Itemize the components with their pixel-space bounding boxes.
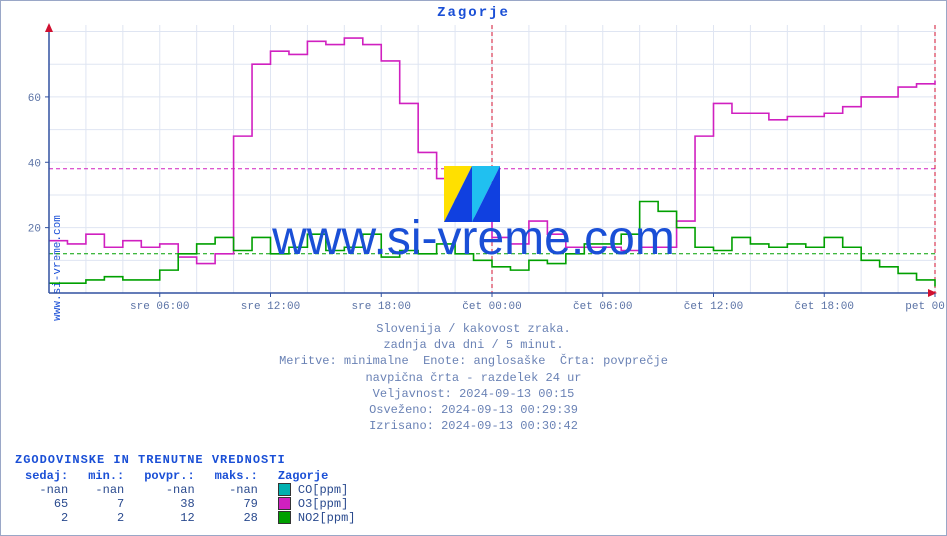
- series-swatch-icon: [278, 511, 291, 524]
- history-col-header: povpr.:: [134, 469, 204, 483]
- series-label: O3[ppm]: [294, 497, 366, 511]
- chart-title: Zagorje: [1, 5, 946, 21]
- svg-text:čet 12:00: čet 12:00: [684, 301, 743, 313]
- history-col-header: Zagorje: [268, 469, 366, 483]
- chart-frame: www.si-vreme.com Zagorje 204060sre 06:00…: [0, 0, 947, 536]
- table-cell: 2: [78, 511, 134, 525]
- table-cell: -nan: [78, 483, 134, 497]
- series-swatch-cell: [268, 511, 294, 525]
- table-cell: 12: [134, 511, 204, 525]
- table-row: 221228NO2[ppm]: [15, 511, 365, 525]
- history-col-header: sedaj:: [15, 469, 78, 483]
- svg-text:čet 06:00: čet 06:00: [573, 301, 632, 313]
- series-swatch-icon: [278, 483, 291, 496]
- table-cell: 79: [205, 497, 268, 511]
- history-table-area: ZGODOVINSKE IN TRENUTNE VREDNOSTI sedaj:…: [15, 453, 365, 525]
- series-swatch-cell: [268, 497, 294, 511]
- table-cell: 28: [205, 511, 268, 525]
- table-cell: -nan: [134, 483, 204, 497]
- series-label: CO[ppm]: [294, 483, 366, 497]
- svg-text:sre 06:00: sre 06:00: [130, 301, 189, 313]
- history-col-header: maks.:: [205, 469, 268, 483]
- history-col-header: min.:: [78, 469, 134, 483]
- svg-text:sre 12:00: sre 12:00: [241, 301, 300, 313]
- table-cell: 2: [15, 511, 78, 525]
- svg-text:čet 00:00: čet 00:00: [462, 301, 521, 313]
- table-cell: 7: [78, 497, 134, 511]
- table-row: -nan-nan-nan-nanCO[ppm]: [15, 483, 365, 497]
- series-label: NO2[ppm]: [294, 511, 366, 525]
- table-cell: -nan: [205, 483, 268, 497]
- svg-text:60: 60: [28, 93, 41, 105]
- svg-text:sre 18:00: sre 18:00: [352, 301, 411, 313]
- chart-caption: Slovenija / kakovost zraka. zadnja dva d…: [1, 321, 946, 434]
- table-row: 6573879 O3[ppm]: [15, 497, 365, 511]
- history-table: sedaj:min.:povpr.:maks.:Zagorje-nan-nan-…: [15, 469, 365, 525]
- svg-text:čet 18:00: čet 18:00: [795, 301, 854, 313]
- table-cell: 38: [134, 497, 204, 511]
- svg-text:pet 00:00: pet 00:00: [905, 301, 947, 313]
- series-swatch-icon: [278, 497, 291, 510]
- table-cell: -nan: [15, 483, 78, 497]
- svg-text:40: 40: [28, 158, 41, 170]
- series-swatch-cell: [268, 483, 294, 497]
- table-cell: 65: [15, 497, 78, 511]
- watermark-logo-icon: [444, 166, 500, 222]
- svg-text:20: 20: [28, 224, 41, 236]
- chart-plot: 204060sre 06:00sre 12:00sre 18:00čet 00:…: [49, 25, 935, 293]
- history-table-title: ZGODOVINSKE IN TRENUTNE VREDNOSTI: [15, 453, 365, 467]
